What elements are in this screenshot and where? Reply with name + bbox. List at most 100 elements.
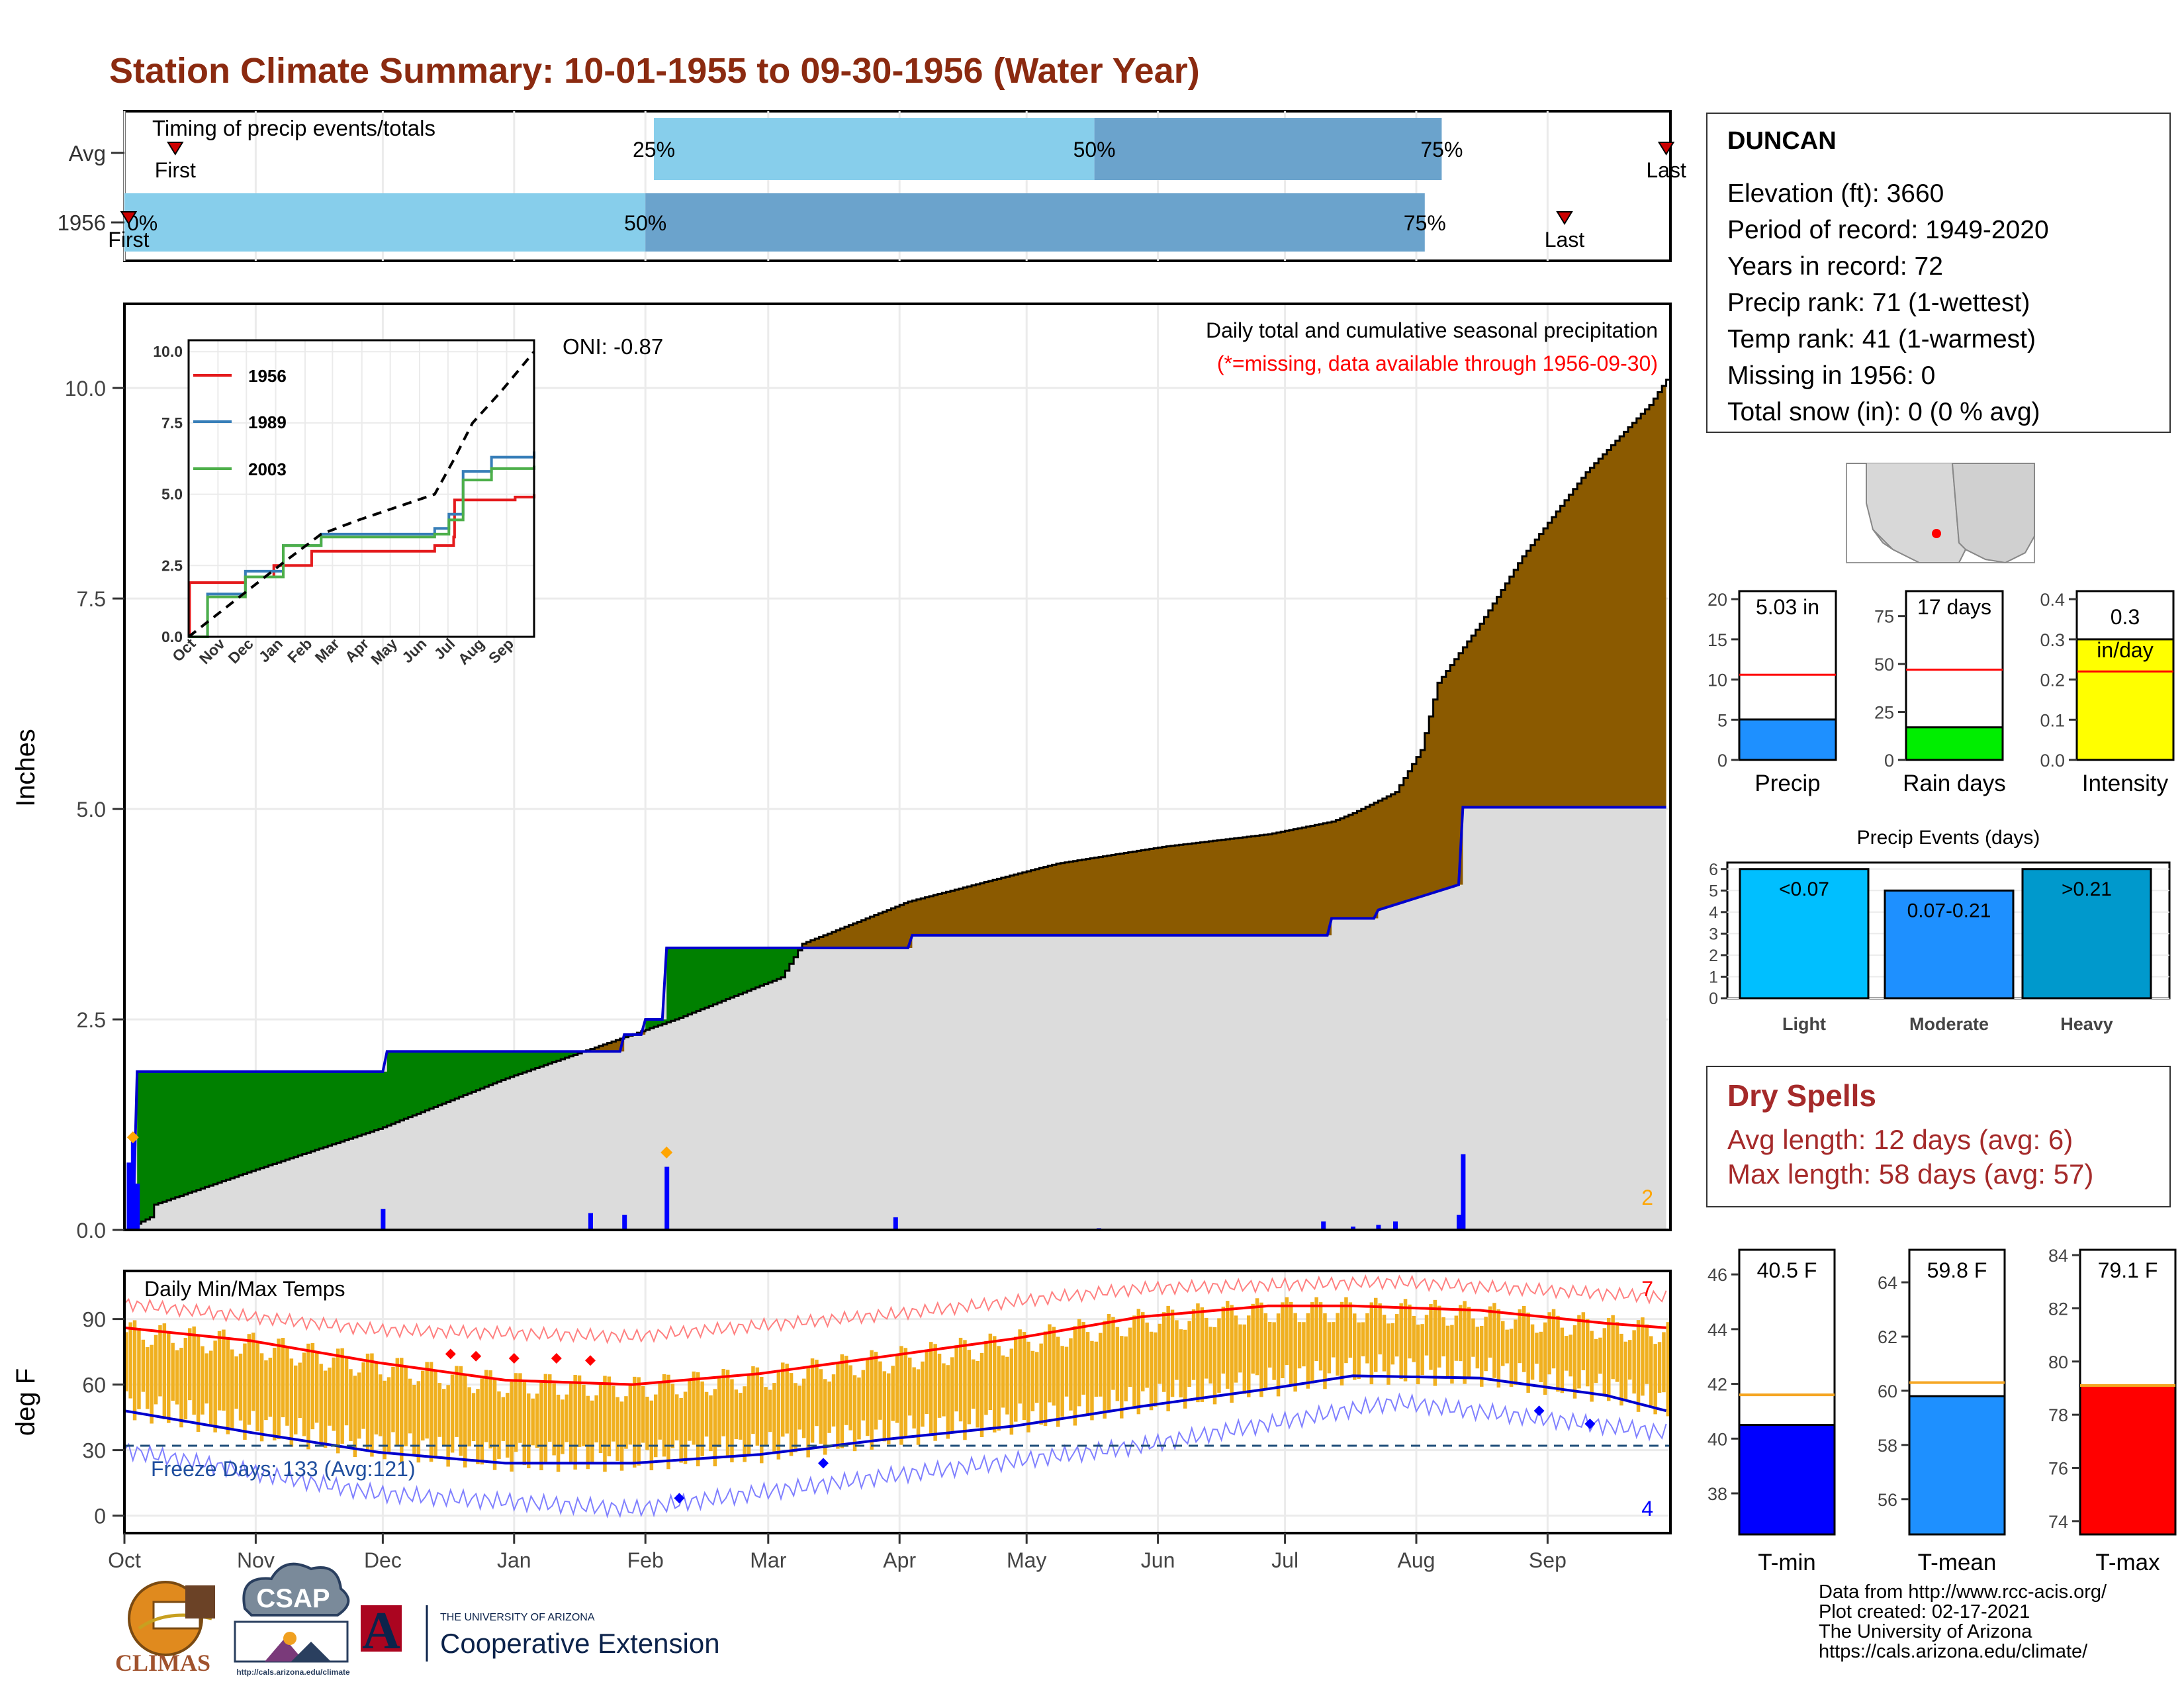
temp-range-bar <box>1026 1341 1030 1432</box>
month-label-4: Feb <box>627 1548 664 1572</box>
temp-range-bar <box>1505 1329 1509 1364</box>
temp-range-bar <box>264 1360 268 1421</box>
timing-label-50-1: 50% <box>624 211 666 235</box>
temp-range-bar <box>1641 1317 1645 1396</box>
temp-range-bar <box>1111 1317 1115 1390</box>
small-bar-intensity <box>2075 638 2175 761</box>
temp-range-bar <box>730 1379 734 1463</box>
temp-range-bar <box>484 1370 488 1442</box>
small-bar-tick-label-precip-2: 10 <box>1707 671 1727 690</box>
temp-range-bar <box>590 1400 594 1464</box>
small-bar-tick-label-precip-3: 15 <box>1707 630 1727 650</box>
temp-range-bar <box>1437 1305 1441 1368</box>
temp-range-bar <box>1565 1336 1569 1371</box>
record-low-marker-2 <box>1533 1405 1545 1417</box>
temp-range-bar <box>997 1346 1001 1431</box>
temp-range-bar <box>285 1346 289 1426</box>
temp-ytick-label-1: 30 <box>82 1439 106 1463</box>
temp-range-bar <box>903 1348 908 1436</box>
temp-range-bar <box>823 1379 827 1455</box>
temp-range-bar <box>400 1358 404 1463</box>
temp-range-bar <box>1048 1324 1052 1403</box>
timing-label-75-1: 75% <box>1404 211 1446 235</box>
temp-range-bar <box>1289 1301 1293 1385</box>
temp-range-bar <box>1526 1312 1530 1393</box>
daily-precip-bar-0 <box>126 1162 132 1230</box>
temp-range-bar <box>1179 1329 1183 1398</box>
temp-range-bar <box>1221 1306 1226 1374</box>
temp-range-bar <box>1369 1302 1374 1385</box>
temp-range-bar <box>1099 1333 1103 1397</box>
temp-range-bar <box>1310 1302 1314 1383</box>
daily-precip-bar-11 <box>1376 1225 1381 1230</box>
temp-range-bar <box>357 1372 361 1439</box>
temp-range-bar <box>1107 1314 1111 1412</box>
temp-range-bar <box>548 1374 552 1442</box>
avg-cumulative-area <box>124 807 1666 1230</box>
temp-range-bar <box>1463 1301 1467 1384</box>
temp-range-bar <box>1556 1315 1560 1392</box>
temp-range-bar <box>967 1350 972 1425</box>
temp-range-bar <box>1094 1341 1099 1397</box>
station-years: Years in record: 72 <box>1727 252 1943 281</box>
temp-range-bar <box>1623 1341 1628 1399</box>
temp-range-bar <box>1471 1318 1475 1357</box>
timing-marker-label-first-0: First <box>155 158 196 182</box>
precip-ytick-label-1: 2.5 <box>77 1008 106 1032</box>
temp-range-bar <box>1569 1335 1572 1377</box>
temp-range-bar <box>979 1352 984 1437</box>
inset-line-average <box>187 350 535 638</box>
precip-annotation-title: Daily total and cumulative seasonal prec… <box>1206 318 1658 342</box>
credit-url: https://cals.arizona.edu/climate/ <box>1819 1641 2088 1662</box>
avg-tmin-line <box>124 1374 1667 1465</box>
precip-events-panel: Precip Events (days) 0 1 2 3 4 5 6 <0.07 Light 0.0… <box>1709 827 2171 1034</box>
dry-spells-max: Max length: 58 days (avg: 57) <box>1727 1158 2094 1190</box>
temp-bar-value-tmean: 59.8 F <box>1927 1258 1987 1282</box>
temp-range-bar <box>1628 1340 1632 1380</box>
temp-range-bar <box>619 1401 624 1471</box>
temp-bar-tick-label-tmin-1: 40 <box>1707 1429 1727 1449</box>
temp-range-bar <box>450 1374 455 1453</box>
temp-range-bar <box>649 1400 654 1471</box>
temp-bar-tick-label-tmax-3: 80 <box>2048 1352 2068 1372</box>
inset-chart: 0.02.55.07.510.0 OctNovDecJanFebMarAprMa… <box>153 339 535 668</box>
temp-range-bar <box>1259 1302 1263 1397</box>
temp-range-bar <box>942 1363 946 1417</box>
temp-bar-tick-label-tmin-2: 42 <box>1707 1375 1727 1395</box>
temp-range-bar <box>1484 1317 1488 1372</box>
daily-precip-bar-5 <box>622 1215 627 1230</box>
temp-range-bar <box>243 1343 247 1440</box>
temp-range-bar <box>764 1387 768 1446</box>
freeze-days-label: Freeze Days: 133 (Avg:121) <box>151 1457 416 1481</box>
temp-ytick-label-0: 0 <box>94 1505 106 1528</box>
station-temp-rank: Temp rank: 41 (1-warmest) <box>1727 325 2036 353</box>
temp-range-bar <box>912 1367 916 1429</box>
temp-range-bar <box>819 1369 823 1444</box>
temp-range-bar <box>586 1395 590 1470</box>
temp-range-bar <box>1662 1332 1666 1393</box>
temp-bar-tick-label-tmean-0: 56 <box>1878 1490 1897 1510</box>
temp-range-bar <box>844 1356 848 1425</box>
temp-range-bar <box>1459 1305 1463 1362</box>
ua-logo-big-text: Cooperative Extension <box>440 1628 720 1659</box>
oni-label: ONI: -0.87 <box>563 334 663 359</box>
station-snow: Total snow (in): 0 (0 % avg) <box>1727 398 2040 426</box>
temp-range-bar <box>1128 1327 1132 1387</box>
temp-range-bar <box>1522 1305 1526 1372</box>
temp-range-bar <box>1348 1302 1353 1358</box>
temp-range-bar <box>857 1377 861 1440</box>
small-bar-category-rain-days: Rain days <box>1903 771 2006 796</box>
temp-range-bar <box>1594 1338 1598 1383</box>
timing-row-label-year: 1956 <box>58 211 106 235</box>
temp-range-bar <box>1230 1305 1234 1403</box>
events-category-light: Light <box>1782 1014 1826 1034</box>
temp-range-bar <box>1001 1355 1005 1408</box>
temp-range-bar <box>527 1393 531 1469</box>
station-info-panel: DUNCAN Elevation (ft): 3660 Period of re… <box>1706 113 2171 433</box>
temp-range-bar <box>1293 1313 1297 1392</box>
temp-range-bar <box>760 1376 764 1464</box>
temp-range-bar <box>1475 1327 1480 1369</box>
temp-range-bar <box>336 1348 340 1454</box>
temp-range-bar <box>132 1320 137 1421</box>
temp-range-bar <box>988 1333 993 1411</box>
